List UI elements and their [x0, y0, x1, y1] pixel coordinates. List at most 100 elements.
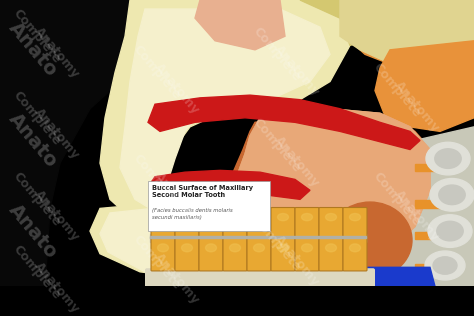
Text: Anato: Anato [5, 109, 61, 172]
Ellipse shape [428, 215, 472, 247]
FancyBboxPatch shape [151, 237, 175, 271]
FancyBboxPatch shape [295, 208, 319, 238]
Polygon shape [100, 0, 350, 217]
Bar [415, 164, 440, 171]
Polygon shape [150, 170, 310, 199]
Text: Complete: Complete [130, 233, 182, 292]
Text: Anatomy: Anatomy [152, 251, 202, 307]
Text: Anatomy: Anatomy [32, 188, 82, 244]
FancyBboxPatch shape [295, 237, 319, 271]
FancyBboxPatch shape [319, 237, 343, 271]
Ellipse shape [439, 185, 465, 204]
Ellipse shape [277, 214, 289, 221]
Bar [415, 200, 440, 208]
FancyBboxPatch shape [175, 208, 199, 238]
Ellipse shape [425, 251, 465, 280]
FancyBboxPatch shape [271, 208, 295, 238]
Ellipse shape [326, 244, 337, 252]
Ellipse shape [157, 214, 168, 221]
Ellipse shape [182, 244, 192, 252]
Ellipse shape [206, 214, 217, 221]
FancyBboxPatch shape [151, 208, 175, 238]
Text: Complete: Complete [250, 215, 303, 274]
Polygon shape [0, 0, 130, 286]
FancyBboxPatch shape [175, 237, 199, 271]
Text: Anato: Anato [5, 200, 61, 262]
Polygon shape [305, 267, 435, 286]
Ellipse shape [349, 214, 361, 221]
FancyBboxPatch shape [145, 268, 375, 297]
FancyBboxPatch shape [343, 237, 367, 271]
Polygon shape [100, 204, 355, 281]
Ellipse shape [157, 244, 168, 252]
Text: Anatomy: Anatomy [272, 133, 322, 189]
Text: Complete: Complete [10, 88, 63, 148]
Polygon shape [120, 9, 330, 209]
Text: Complete: Complete [130, 43, 182, 102]
Polygon shape [195, 0, 285, 50]
Text: Anatomy: Anatomy [392, 79, 442, 135]
Ellipse shape [433, 257, 457, 274]
Polygon shape [219, 109, 435, 279]
Bar [150, 236, 366, 238]
Bar [150, 237, 366, 242]
Ellipse shape [277, 244, 289, 252]
Ellipse shape [301, 214, 312, 221]
Text: Complete: Complete [370, 170, 423, 229]
Text: Anatomy: Anatomy [152, 61, 202, 117]
Text: Anatomy: Anatomy [32, 260, 82, 316]
Text: Complete: Complete [250, 25, 303, 84]
Ellipse shape [437, 221, 463, 241]
Text: Complete: Complete [250, 115, 303, 175]
Text: Anato: Anato [5, 19, 61, 81]
Text: Complete: Complete [370, 61, 423, 120]
Bar [148, 181, 270, 231]
FancyBboxPatch shape [199, 208, 223, 238]
Polygon shape [345, 0, 474, 82]
Text: (Facies buccalis dentis molaris
secundi maxillaris): (Facies buccalis dentis molaris secundi … [152, 209, 233, 220]
Polygon shape [225, 109, 430, 276]
Ellipse shape [426, 142, 470, 175]
FancyBboxPatch shape [223, 237, 247, 271]
FancyBboxPatch shape [343, 208, 367, 238]
FancyBboxPatch shape [247, 237, 271, 271]
FancyBboxPatch shape [199, 237, 223, 271]
Text: Complete: Complete [130, 152, 182, 211]
Polygon shape [395, 127, 474, 286]
Text: Anatomy: Anatomy [152, 169, 202, 226]
Ellipse shape [349, 244, 361, 252]
Bar [415, 232, 440, 239]
Ellipse shape [182, 214, 192, 221]
Text: Buccal Surface of Maxillary
Second Molar Tooth: Buccal Surface of Maxillary Second Molar… [152, 185, 253, 198]
Ellipse shape [430, 179, 474, 211]
Text: Complete: Complete [10, 7, 63, 66]
Ellipse shape [254, 244, 264, 252]
Ellipse shape [254, 214, 264, 221]
Polygon shape [375, 41, 474, 131]
Ellipse shape [229, 244, 240, 252]
Text: Anatomy: Anatomy [272, 233, 322, 289]
Ellipse shape [206, 244, 217, 252]
Ellipse shape [435, 149, 461, 168]
Text: Anatomy: Anatomy [32, 24, 82, 81]
Polygon shape [148, 95, 420, 149]
FancyBboxPatch shape [319, 208, 343, 238]
Text: Complete: Complete [10, 170, 63, 229]
Polygon shape [90, 199, 370, 281]
Text: Anatomy: Anatomy [32, 106, 82, 162]
FancyBboxPatch shape [271, 237, 295, 271]
Ellipse shape [301, 244, 312, 252]
Polygon shape [0, 0, 474, 54]
FancyBboxPatch shape [223, 208, 247, 238]
Text: Anatomy: Anatomy [392, 188, 442, 244]
Circle shape [328, 202, 412, 278]
Ellipse shape [229, 214, 240, 221]
Text: Anatomy: Anatomy [272, 43, 322, 99]
Ellipse shape [326, 214, 337, 221]
Polygon shape [340, 0, 474, 72]
Bar [150, 234, 366, 238]
Bar [415, 264, 440, 271]
Text: Complete: Complete [10, 242, 63, 301]
Polygon shape [300, 0, 474, 54]
FancyBboxPatch shape [247, 208, 271, 238]
